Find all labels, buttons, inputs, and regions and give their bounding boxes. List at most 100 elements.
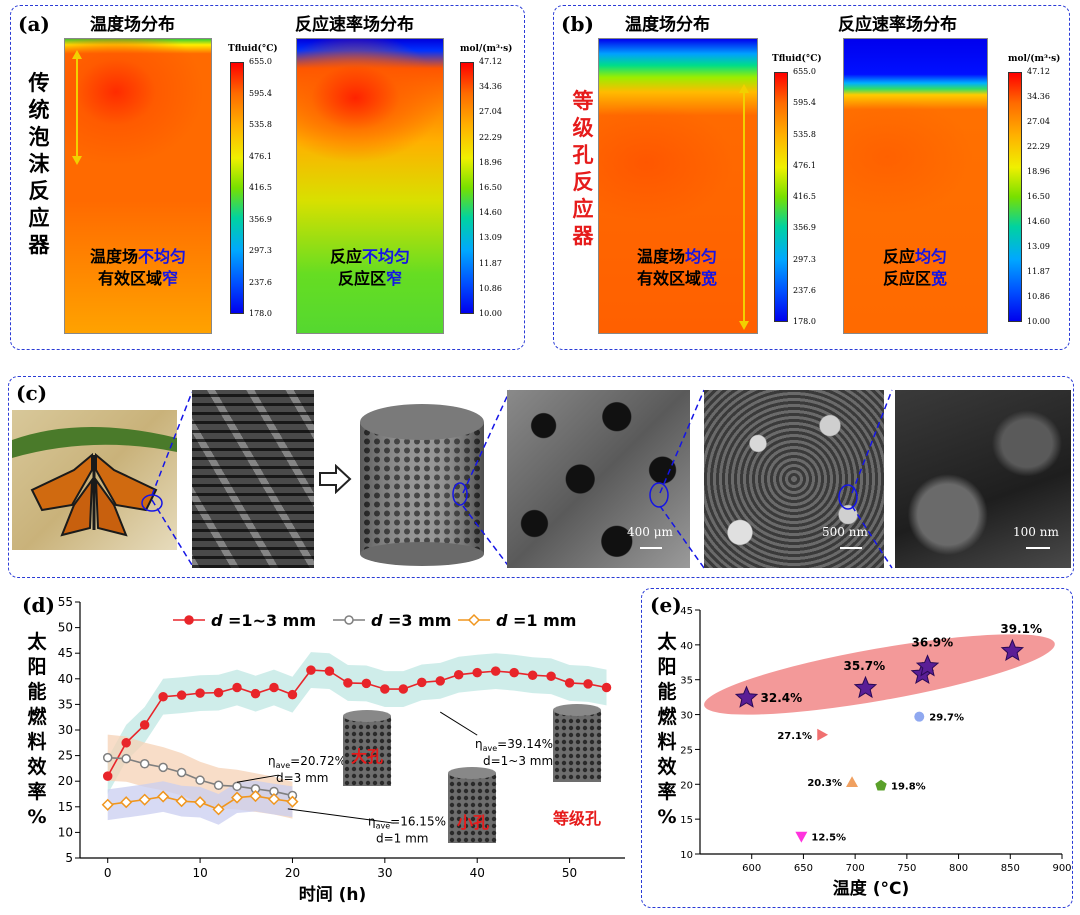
data-point (287, 689, 298, 700)
cylinder-pore (596, 739, 602, 745)
colorbar-tick-label: 535.8 (249, 120, 272, 129)
colorbar-tick-label: 11.87 (479, 258, 502, 268)
cylinder-pore (589, 760, 595, 766)
panel-b (553, 5, 1070, 350)
y-tick-label: 40 (58, 672, 73, 686)
data-point (472, 667, 482, 678)
cylinder-pore (344, 745, 350, 751)
x-axis-title: 温度 (°C) (833, 878, 909, 899)
cylinder-pore (561, 774, 567, 780)
big-pore-label: 大孔 (351, 747, 383, 766)
data-point (249, 789, 262, 803)
scatter-point-circle (914, 711, 925, 722)
cylinder-pore (351, 738, 357, 744)
cylinder-pore (554, 760, 560, 766)
y-tick-label: 10 (58, 825, 73, 839)
cylinder-pore (386, 738, 392, 744)
butterfly-photo (12, 410, 177, 550)
cylinder-pore (456, 830, 462, 836)
cylinder-pore (470, 823, 476, 829)
cylinder-pore (372, 773, 378, 779)
cylinder-pore (568, 746, 574, 752)
zoom-lines-3 (659, 389, 705, 569)
cylinder-pore (491, 809, 497, 815)
data-point (176, 767, 187, 778)
y-tick-label: 35 (680, 676, 693, 687)
cylinder-pore (351, 773, 357, 779)
cylinder-pore (575, 732, 581, 738)
cylinder-pore (491, 837, 497, 843)
cylinder-pore (554, 774, 560, 780)
cylinder-pore (379, 780, 385, 786)
cylinder-pore (554, 732, 560, 738)
cylinder-pore (470, 795, 476, 801)
colorbar-tick-label: 655.0 (793, 67, 816, 76)
point-label: 19.8% (891, 782, 926, 793)
cylinder-pore (463, 823, 469, 829)
annotation-pointer (287, 808, 395, 824)
cylinder-pore (365, 731, 371, 737)
colorbar-tick-label: 237.6 (793, 285, 816, 295)
cylinder-pore (463, 788, 469, 794)
zoom-lines-2 (462, 389, 511, 569)
data-point (601, 682, 612, 693)
cylinder-pore (344, 752, 350, 758)
cylinder-pore (582, 746, 588, 752)
data-point (157, 790, 170, 803)
data-point (527, 670, 538, 680)
cylinder-pore (582, 732, 588, 738)
data-point (195, 688, 205, 698)
cylinder-pore (477, 830, 483, 836)
cylinder-pore (365, 759, 371, 765)
colorbar-tick-label: 11.87 (1027, 267, 1050, 276)
cylinder-pore (589, 739, 595, 745)
x-tick-label: 50 (562, 866, 577, 880)
y-tick-label: 10 (680, 850, 693, 861)
panel-b-temp-colorbar-title: Tfluid(°C) (772, 54, 822, 64)
cylinder-pore (449, 830, 455, 836)
colorbar-tick-label: 237.6 (249, 277, 272, 287)
colorbar-tick-label: 655.0 (249, 57, 272, 66)
colorbar-tick-label: 595.4 (793, 98, 816, 108)
cylinder-pore (491, 788, 497, 794)
cylinder-pore (575, 739, 581, 745)
panel-a-temp-colorbar (230, 62, 244, 314)
cylinder-pore (456, 788, 462, 794)
panel-d-label: (d) (22, 593, 55, 617)
data-point (324, 666, 335, 676)
cylinder-pore (484, 823, 490, 829)
cylinder-pore (491, 781, 497, 787)
data-point (230, 791, 244, 804)
vertical-char: 级 (572, 116, 594, 140)
cylinder-pore (386, 752, 392, 758)
vertical-char: 料 (27, 731, 47, 753)
cylinder-pore (470, 830, 476, 836)
data-point (195, 775, 205, 785)
rate-note-highlight: 宽 (931, 269, 948, 288)
colorbar-tick-label: 416.5 (249, 183, 272, 192)
cylinder-pore (386, 773, 392, 779)
cylinder-pore (491, 823, 497, 829)
legend-marker (184, 615, 194, 625)
cylinder-pore (463, 837, 469, 843)
point-label: 29.7% (929, 713, 964, 724)
cylinder-pore (554, 725, 560, 731)
data-point (417, 677, 427, 688)
temp-note-highlight: 窄 (162, 269, 179, 288)
cylinder-pore (386, 780, 392, 786)
printed-reactor-cylinder (352, 392, 492, 570)
cylinder-pore (575, 725, 581, 731)
rate-note-text: 反应区 (337, 269, 386, 288)
cylinder-pore (582, 739, 588, 745)
vertical-char: 传 (28, 71, 50, 95)
cylinder-pore (386, 731, 392, 737)
scale-bar-1 (640, 547, 662, 549)
panel-c (8, 376, 1074, 578)
colorbar-tick-label: 18.96 (1027, 167, 1050, 176)
cylinder-pore (449, 781, 455, 787)
colorbar-tick-label: 10.86 (1027, 292, 1050, 301)
cylinder-pore (561, 746, 567, 752)
annotation-eta-1mm-line2: d=1 mm (376, 832, 429, 846)
cylinder-pore (470, 788, 476, 794)
cylinder-pore (358, 724, 364, 730)
